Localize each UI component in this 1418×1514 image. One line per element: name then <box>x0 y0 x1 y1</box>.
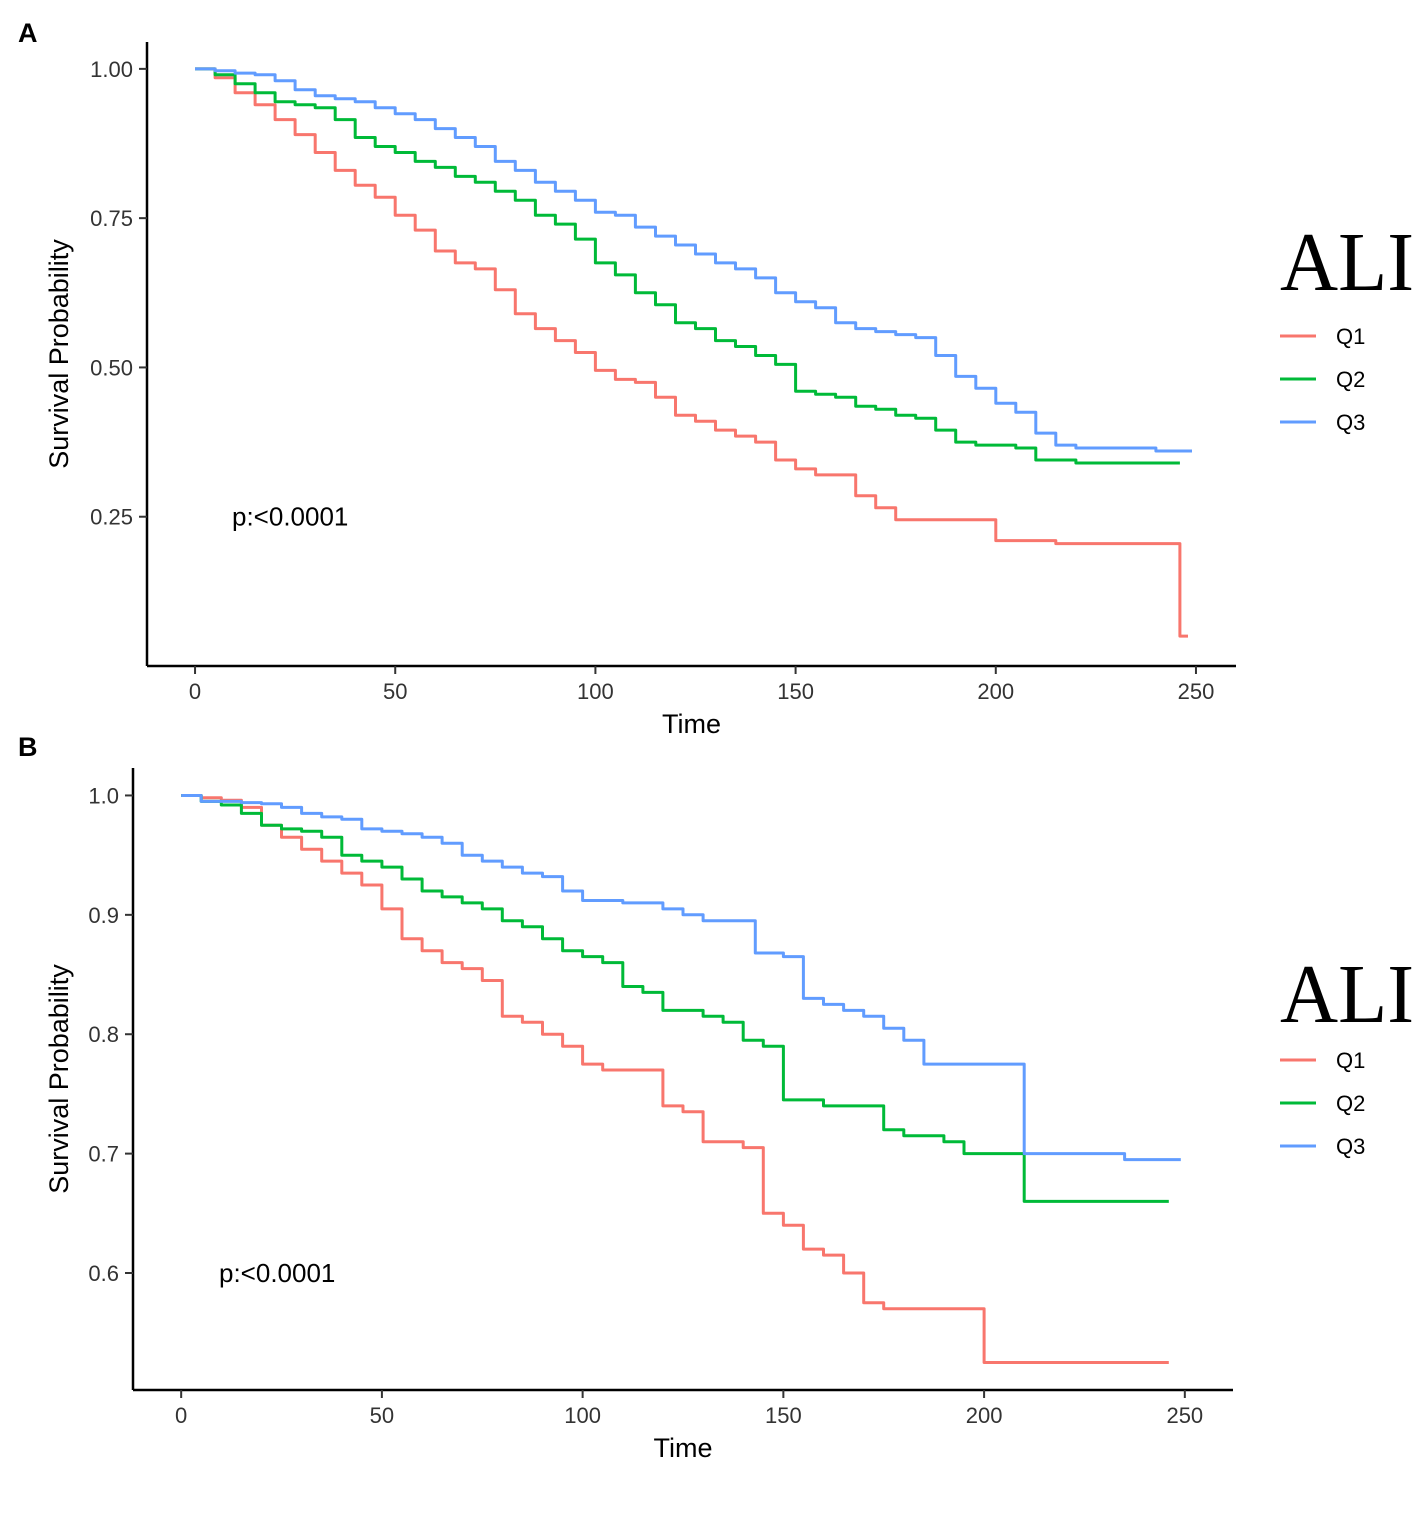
y-tick-label: 0.6 <box>88 1261 119 1286</box>
y-tick-label: 0.50 <box>90 355 133 380</box>
y-tick-label: 0.25 <box>90 505 133 530</box>
panel-a-label: A <box>18 18 38 48</box>
x-tick-label: 150 <box>777 679 814 704</box>
x-tick-label: 250 <box>1178 679 1215 704</box>
legend-label-q1: Q1 <box>1336 324 1365 349</box>
panel-b-plot: 0.6 0.7 0.8 0.9 1.0 0 50 100 150 200 250 Time Surviv… <box>44 768 1414 1463</box>
legend-label-q1: Q1 <box>1336 1048 1365 1073</box>
y-tick-label: 1.00 <box>90 57 133 82</box>
x-axis-title: Time <box>662 709 721 739</box>
legend-label-q2: Q2 <box>1336 1091 1365 1116</box>
x-tick-label: 250 <box>1166 1403 1203 1428</box>
legend-label-q3: Q3 <box>1336 1134 1365 1159</box>
y-tick-label: 0.75 <box>90 206 133 231</box>
y-axis-title: Survival Probability <box>44 964 74 1194</box>
p-value-annotation: p:<0.0001 <box>232 502 348 532</box>
survival-curve-q3 <box>181 794 1181 1162</box>
y-tick-label: 0.7 <box>88 1142 119 1167</box>
legend-title: ALI <box>1280 948 1414 1041</box>
x-tick-label: 100 <box>577 679 614 704</box>
x-tick-label: 50 <box>370 1403 394 1428</box>
survival-curve-q2 <box>181 794 1169 1203</box>
y-tick-label: 0.8 <box>88 1022 119 1047</box>
y-axis-title: Survival Probability <box>44 239 74 469</box>
x-axis-title: Time <box>654 1433 713 1463</box>
legend-label-q2: Q2 <box>1336 367 1365 392</box>
panel-a-plot: 0.25 0.50 0.75 1.00 0 50 100 150 200 250 Time Survi… <box>44 42 1414 739</box>
survival-curve-q2 <box>195 67 1180 465</box>
survival-curve-q1 <box>181 794 1169 1364</box>
x-tick-label: 0 <box>189 679 201 704</box>
legend-title: ALI <box>1280 216 1414 309</box>
x-tick-label: 200 <box>977 679 1014 704</box>
x-tick-label: 200 <box>966 1403 1003 1428</box>
x-tick-label: 50 <box>383 679 407 704</box>
x-tick-label: 150 <box>765 1403 802 1428</box>
survival-curve-q1 <box>195 67 1188 638</box>
p-value-annotation: p:<0.0001 <box>219 1258 335 1288</box>
panel-b-label: B <box>18 732 38 762</box>
x-tick-label: 100 <box>564 1403 601 1428</box>
survival-curve-q3 <box>195 67 1192 453</box>
x-tick-label: 0 <box>175 1403 187 1428</box>
y-tick-label: 0.9 <box>88 903 119 928</box>
y-tick-label: 1.0 <box>88 783 119 808</box>
legend-label-q3: Q3 <box>1336 410 1365 435</box>
